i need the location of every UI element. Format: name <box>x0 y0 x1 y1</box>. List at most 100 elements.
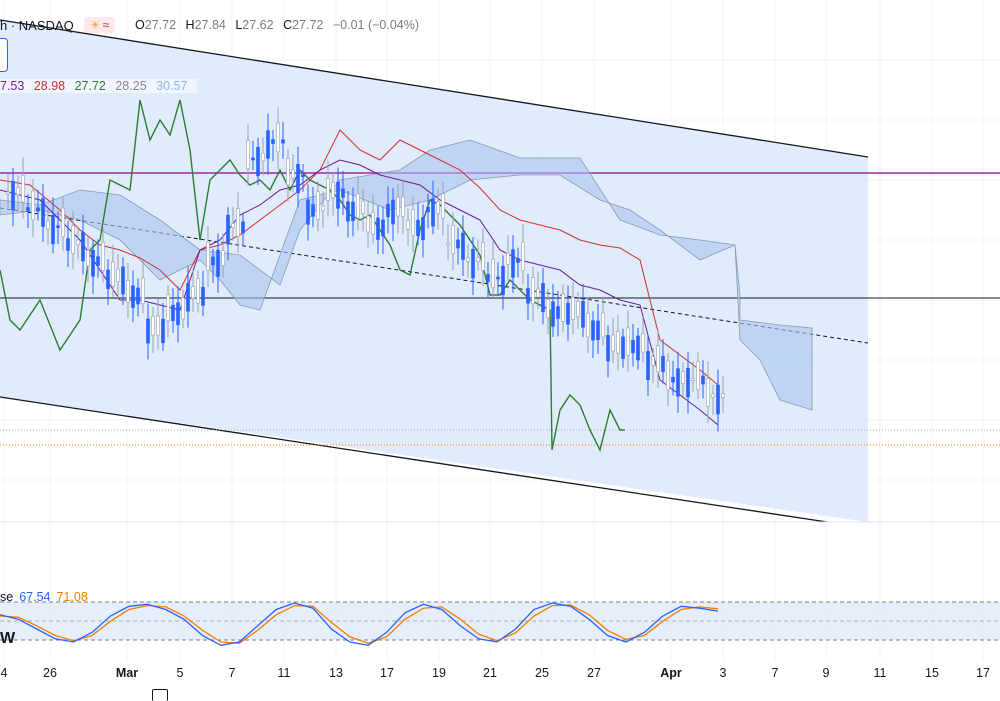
candle-body <box>521 241 525 272</box>
candle-body <box>26 207 30 212</box>
candle-body <box>131 285 135 308</box>
candle-body <box>86 250 90 267</box>
candle-body <box>31 190 35 221</box>
candle-body <box>11 180 15 211</box>
chart-header: h · NASDAQ ☀ ≈ O27.72 H27.84 L27.62 C27.… <box>0 10 425 40</box>
candle-body <box>276 122 280 153</box>
candle-body <box>506 252 510 265</box>
candle-body <box>391 199 395 225</box>
x-tick-label: 3 <box>719 666 727 680</box>
indicator-value: 28.98 <box>33 79 66 93</box>
candle-body <box>691 378 695 381</box>
candle-body <box>146 318 150 344</box>
candle-body <box>281 139 285 144</box>
candle-body <box>151 315 155 336</box>
sun-icon: ☀ <box>89 18 101 32</box>
candle-body <box>186 283 190 312</box>
candle-body <box>681 371 685 384</box>
candle-body <box>426 206 430 213</box>
candle-body <box>421 217 425 241</box>
x-tick-label: Mar <box>115 666 139 680</box>
stoch-k-line <box>0 602 719 646</box>
candle-body <box>541 283 545 313</box>
candle-body <box>271 139 275 144</box>
candle-body <box>41 198 45 227</box>
time-axis[interactable]: 4 26 Mar 5 7 11 13 17 19 21 25 27 Apr 3 7 9 11 15 17 <box>0 666 1000 686</box>
candle-body <box>51 215 55 245</box>
candle-body <box>111 261 115 287</box>
candle-body <box>396 196 400 217</box>
candle-body <box>366 215 370 233</box>
candle-body <box>341 188 345 198</box>
candle-body <box>676 368 680 397</box>
stoch-pane <box>0 601 1000 646</box>
candle-body <box>551 301 555 327</box>
candle-body <box>206 241 210 271</box>
candle-body <box>451 224 455 254</box>
x-tick-label: 26 <box>43 666 57 680</box>
candle-body <box>616 331 620 354</box>
candle-body <box>631 339 635 354</box>
x-tick-label: 11 <box>873 666 887 680</box>
x-tick-label: 27 <box>587 666 601 680</box>
candle-body <box>246 139 250 170</box>
candle-body <box>286 158 290 186</box>
candle-body <box>476 257 480 262</box>
indicator-value: 27.72 <box>74 79 106 93</box>
stoch-legend[interactable]: se 67.54 71.08 <box>0 590 88 604</box>
candle-body <box>376 217 380 240</box>
wave-icon: ≈ <box>102 18 110 32</box>
candle-body <box>236 208 240 237</box>
candle-body <box>266 130 270 159</box>
candle-body <box>651 356 655 366</box>
symbol-label[interactable]: h · NASDAQ <box>0 17 74 33</box>
candle-body <box>466 257 470 262</box>
x-tick-label: 9 <box>822 666 830 680</box>
candle-body <box>701 375 705 385</box>
candle-body <box>76 239 80 246</box>
candle-body <box>196 278 200 304</box>
candle-body <box>291 169 295 179</box>
candle-body <box>516 258 520 263</box>
candle-body <box>46 220 50 230</box>
candle-body <box>456 239 460 249</box>
candle-body <box>96 256 100 266</box>
candle-body <box>591 320 595 341</box>
candle-body <box>371 212 375 235</box>
candle-body <box>416 219 420 236</box>
drawing-selection-handle[interactable] <box>0 38 8 72</box>
stoch-k-value: 67.54 <box>19 590 51 604</box>
candle-body <box>56 225 60 229</box>
x-tick-label: 25 <box>535 666 549 680</box>
x-tick-label: 17 <box>380 666 394 680</box>
candle-body <box>626 327 630 356</box>
ichimoku-cloud <box>0 139 813 411</box>
x-tick-label: 17 <box>976 666 990 680</box>
candle-body <box>321 205 325 212</box>
candle-body <box>646 351 650 381</box>
tenkan-line <box>0 129 719 386</box>
candle-body <box>611 334 615 352</box>
candle-body <box>526 288 530 304</box>
x-tick-label: 5 <box>176 666 184 680</box>
channel-lower-line[interactable] <box>0 396 828 523</box>
candle-body <box>101 241 105 271</box>
candle-body <box>586 312 590 338</box>
candle-body <box>181 297 185 320</box>
calendar-icon[interactable] <box>152 689 168 701</box>
candle-body <box>126 280 130 303</box>
candle-body <box>556 306 560 319</box>
stoch-d-line <box>0 604 719 644</box>
candle-body <box>226 214 230 245</box>
candle-body <box>566 302 570 325</box>
indicator-value: 30.57 <box>156 79 188 93</box>
candle-body <box>576 301 580 318</box>
channel-upper-line[interactable] <box>0 19 869 158</box>
candle-body <box>461 232 465 260</box>
candle-body <box>231 223 235 228</box>
market-status-badge[interactable]: ☀ ≈ <box>83 17 116 33</box>
candle-body <box>326 177 330 201</box>
kijun-line <box>0 159 719 426</box>
